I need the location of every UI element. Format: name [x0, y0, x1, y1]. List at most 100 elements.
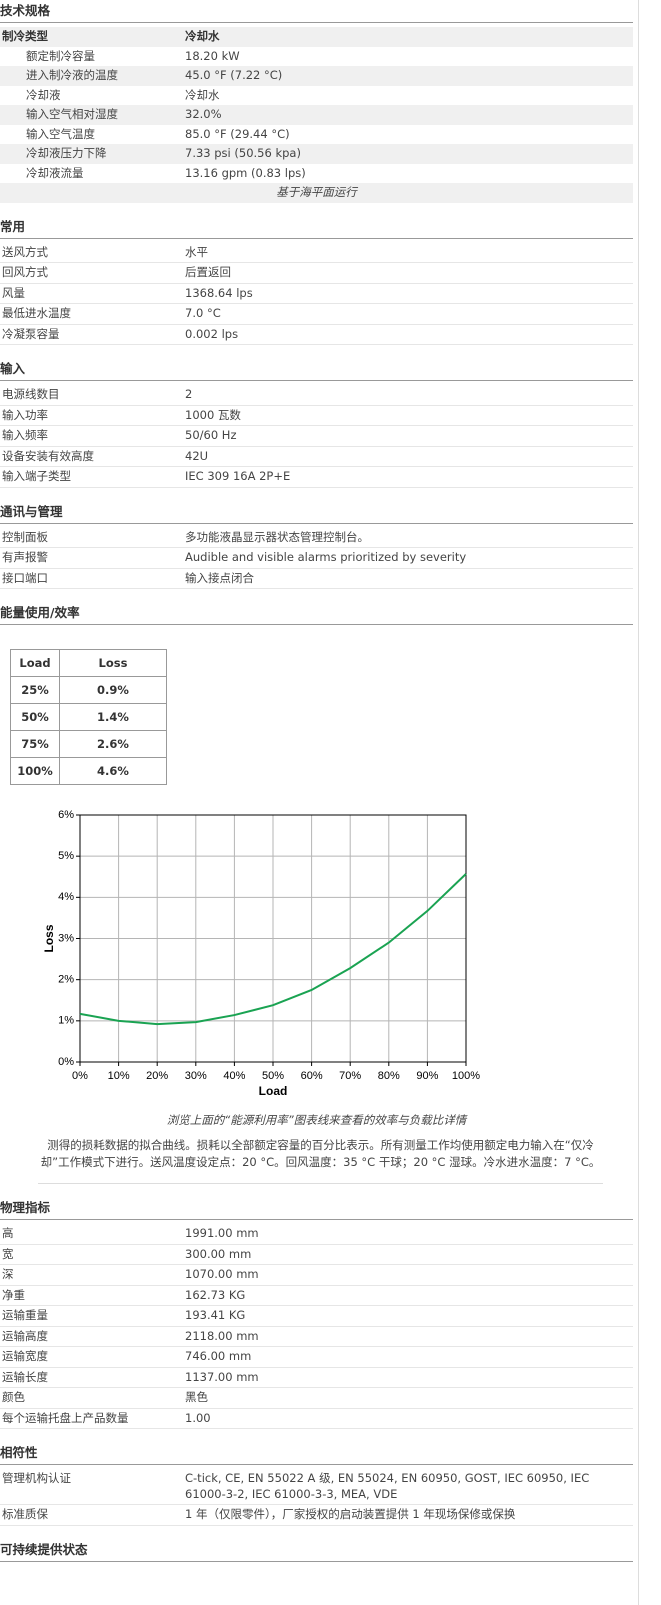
spec-row: 送风方式 水平	[0, 243, 633, 263]
section-title: 常用	[0, 219, 633, 239]
y-tick-label: 5%	[58, 850, 74, 862]
x-tick-label: 30%	[185, 1070, 207, 1082]
scroll-border	[638, 0, 639, 1605]
spec-row: 冷凝泵容量 0.002 lps	[0, 325, 633, 345]
row-label: 运输重量	[2, 1308, 48, 1322]
spec-row: 颜色 黑色	[0, 1388, 633, 1409]
row-label: 输入空气相对湿度	[26, 107, 118, 121]
row-value: 黑色	[185, 1390, 208, 1404]
y-tick-label: 1%	[58, 1015, 74, 1027]
row-label: 送风方式	[2, 244, 48, 259]
table-row: 75% 2.6%	[10, 730, 167, 758]
spec-row: 最低进水温度 7.0 °C	[0, 304, 633, 325]
x-tick-label: 90%	[416, 1070, 438, 1082]
row-value: 1 年（仅限零件），厂家授权的启动装置提供 1 年现场保修或保换	[185, 1507, 516, 1521]
row-label: 控制面板	[2, 529, 48, 544]
spec-row: 冷却液 冷却水	[0, 86, 633, 106]
row-value: 1368.64 lps	[185, 285, 253, 300]
spec-row: 有声报警 Audible and visible alarms prioritiz…	[0, 548, 633, 569]
section-title: 通讯与管理	[0, 504, 633, 524]
row-value: 162.73 KG	[185, 1287, 246, 1302]
y-tick-label: 4%	[58, 891, 74, 903]
row-value: 冷却水	[185, 29, 220, 43]
table-cell: 2.6%	[59, 730, 167, 758]
spec-row: 标准质保 1 年（仅限零件），厂家授权的启动装置提供 1 年现场保修或保换	[0, 1505, 633, 1526]
spec-row: 宽 300.00 mm	[0, 1245, 633, 1265]
row-value: 冷却水	[185, 87, 220, 102]
spec-row: 运输重量 193.41 KG	[0, 1306, 633, 1327]
spec-row: 控制面板 多功能液晶显示器状态管理控制台。	[0, 528, 633, 548]
x-tick-label: 20%	[146, 1070, 168, 1082]
y-tick-label: 2%	[58, 974, 74, 986]
x-tick-label: 70%	[339, 1070, 361, 1082]
section-title: 输入	[0, 361, 633, 381]
y-tick-label: 0%	[58, 1056, 74, 1068]
row-label: 每个运输托盘上产品数量	[2, 1410, 129, 1425]
row-value: 2118.00 mm	[185, 1328, 259, 1343]
section: 物理指标高 1991.00 mm 宽 300.00 mm 深 1070.00 mm 净重 16…	[0, 1200, 633, 1429]
row-value: 85.0 °F (29.44 °C)	[185, 126, 290, 141]
spec-row: 进入制冷液的温度 45.0 °F (7.22 °C)	[0, 66, 633, 86]
row-label: 制冷类型	[2, 29, 48, 43]
spec-row: 深 1070.00 mm	[0, 1265, 633, 1286]
row-label: 输入功率	[2, 407, 48, 422]
section: 通讯与管理控制面板 多功能液晶显示器状态管理控制台。 有声报警 Audible and…	[0, 504, 633, 589]
x-axis-title: Load	[259, 1084, 288, 1098]
spec-row: 运输长度 1137.00 mm	[0, 1368, 633, 1388]
chart-description: 测得的损耗数据的拟合曲线。损耗以全部额定容量的百分比表示。所有测量工作均使用额定…	[38, 1137, 603, 1184]
table-cell: 25%	[10, 676, 60, 704]
row-value: C-tick, CE, EN 55022 A 级, EN 55024, EN 6…	[185, 1471, 590, 1501]
row-label: 设备安装有效高度	[2, 448, 94, 463]
spec-row: 输入端子类型 IEC 309 16A 2P+E	[0, 467, 633, 488]
table-row: 25% 0.9%	[10, 676, 167, 704]
row-value: 32.0%	[185, 107, 222, 121]
table-header-cell: Load	[10, 649, 60, 677]
spec-row: 冷却液流量 13.16 gpm (0.83 lps)	[0, 164, 633, 184]
row-value: Audible and visible alarms prioritized b…	[185, 550, 467, 564]
y-axis-title: Loss	[42, 924, 56, 952]
row-label: 高	[2, 1226, 14, 1240]
table-cell: 1.4%	[59, 703, 167, 731]
table-row: 100% 4.6%	[10, 757, 167, 785]
spec-row: 电源线数目 2	[0, 385, 633, 406]
row-value: 1137.00 mm	[185, 1369, 259, 1384]
row-value: 0.002 lps	[185, 326, 239, 341]
row-value: 后置返回	[185, 265, 231, 279]
spec-row: 设备安装有效高度 42U	[0, 447, 633, 467]
spec-row: 净重 162.73 KG	[0, 1286, 633, 1306]
section-title: 可持续提供状态	[0, 1542, 633, 1562]
row-label: 运输高度	[2, 1328, 48, 1343]
row-value: 50/60 Hz	[185, 428, 237, 442]
row-value: 300.00 mm	[185, 1246, 252, 1261]
row-value: IEC 309 16A 2P+E	[185, 469, 291, 483]
spec-row: 冷却液压力下降 7.33 psi (50.56 kpa)	[0, 144, 633, 164]
section: 技术规格 制冷类型 冷却水 额定制冷容量 18.20 kW 进入制冷液的温度 45.0 °F…	[0, 3, 633, 203]
row-label: 宽	[2, 1246, 14, 1261]
section-title: 相符性	[0, 1445, 633, 1465]
chart-caption: 浏览上面的“能源利用率”图表线来查看的效率与负载比详情	[166, 1113, 467, 1127]
spec-document: 技术规格 制冷类型 冷却水 额定制冷容量 18.20 kW 进入制冷液的温度 45.0 °F…	[0, 3, 633, 1562]
row-label: 电源线数目	[2, 387, 60, 401]
x-tick-label: 80%	[378, 1070, 400, 1082]
row-label: 风量	[2, 285, 25, 300]
spec-row: 管理机构认证 C-tick, CE, EN 55022 A 级, EN 55024…	[0, 1469, 633, 1505]
section: 输入 电源线数目 2 输入功率 1000 瓦数 输入频率 50/60 Hz 设备安装有效高度 4…	[0, 361, 633, 488]
row-label: 冷却液压力下降	[26, 146, 107, 160]
spec-note: 基于海平面运行	[0, 183, 633, 203]
spec-row: 风量 1368.64 lps	[0, 284, 633, 304]
spec-row: 输入空气温度 85.0 °F (29.44 °C)	[0, 125, 633, 145]
table-cell: 50%	[10, 703, 60, 731]
row-value: 输入接点闭合	[185, 570, 254, 585]
row-value: 42U	[185, 448, 209, 463]
section-title: 能量使用/效率	[0, 605, 633, 625]
row-value: 1991.00 mm	[185, 1226, 259, 1240]
table-header-row: Load Loss	[10, 649, 167, 677]
row-value: 45.0 °F (7.22 °C)	[185, 68, 283, 82]
row-value: 2	[185, 387, 193, 401]
row-value: 18.20 kW	[185, 48, 240, 63]
section-title: 物理指标	[0, 1200, 633, 1220]
row-label: 输入频率	[2, 428, 48, 442]
x-tick-label: 50%	[262, 1070, 284, 1082]
row-label: 接口端口	[2, 570, 48, 585]
